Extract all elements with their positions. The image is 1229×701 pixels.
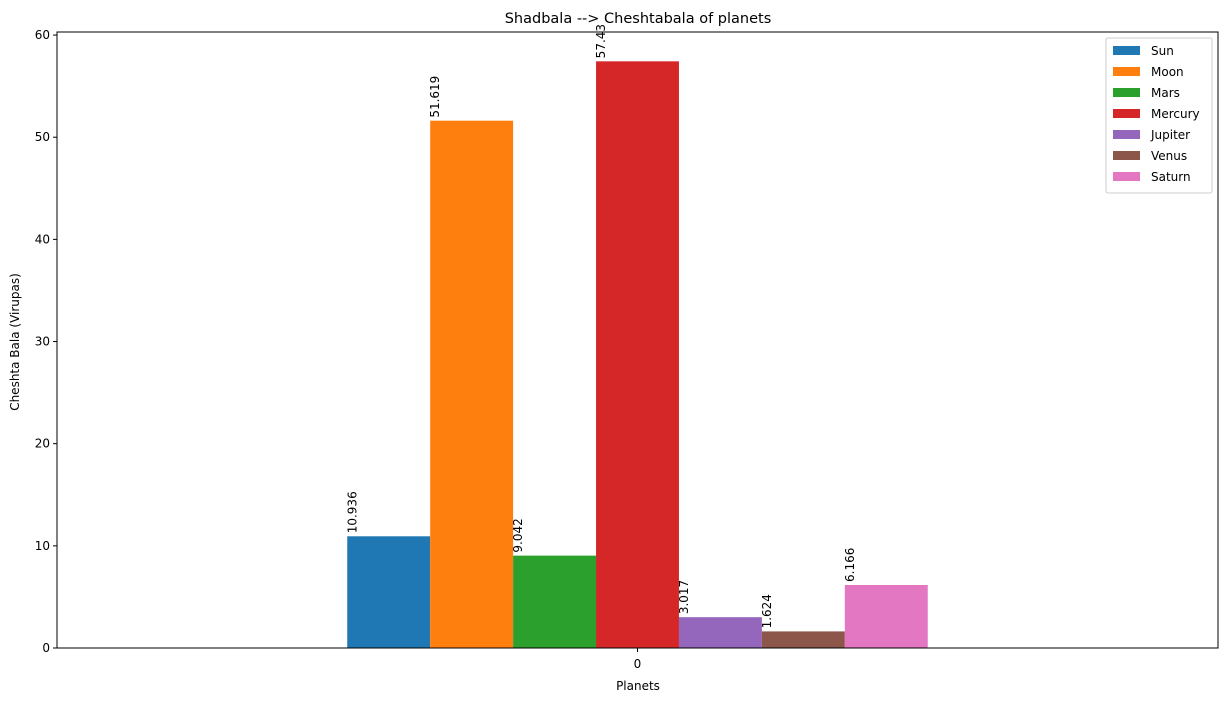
legend-swatch-moon <box>1113 67 1140 76</box>
bar-saturn <box>844 585 928 648</box>
bar-label-sun: 10.936 <box>345 491 359 533</box>
legend-label-jupiter: Jupiter <box>1150 128 1190 142</box>
legend-swatch-sun <box>1113 46 1140 55</box>
legend: Sun Moon Mars Mercury Jupiter Venus Saturn <box>1105 37 1213 194</box>
bar-mars <box>513 555 597 648</box>
y-tick-label: 20 <box>35 437 50 451</box>
y-tick-label: 30 <box>35 335 50 349</box>
legend-label-mars: Mars <box>1151 86 1180 100</box>
y-tick-label: 50 <box>35 130 50 144</box>
bar-label-mercury: 57.43 <box>594 24 608 58</box>
bar-label-mars: 9.042 <box>511 518 525 552</box>
x-axis-label: Planets <box>616 679 660 693</box>
bar-jupiter <box>678 617 762 648</box>
legend-swatch-mars <box>1113 88 1140 97</box>
legend-swatch-saturn <box>1113 172 1140 181</box>
bar-sun <box>347 536 431 648</box>
legend-swatch-venus <box>1113 151 1140 160</box>
axes-layer: 0 10 20 30 40 50 60 0 <box>35 28 1219 671</box>
bar-label-moon: 51.619 <box>428 76 442 118</box>
x-tick-label: 0 <box>634 657 642 671</box>
bar-label-venus: 1.624 <box>760 594 774 628</box>
bar-venus <box>761 631 845 648</box>
chart-title: Shadbala --> Cheshtabala of planets <box>505 11 772 27</box>
bars-layer <box>347 61 928 649</box>
bar-labels-layer: 10.936 51.619 9.042 57.43 3.017 1.624 6.166 <box>345 24 857 628</box>
y-tick-label: 60 <box>35 28 50 42</box>
y-tick-label: 40 <box>35 232 50 246</box>
legend-label-sun: Sun <box>1151 44 1174 58</box>
legend-label-venus: Venus <box>1151 149 1187 163</box>
legend-label-saturn: Saturn <box>1151 170 1191 184</box>
y-tick-label: 10 <box>35 539 50 553</box>
legend-label-moon: Moon <box>1151 65 1184 79</box>
legend-swatch-jupiter <box>1113 130 1140 139</box>
bar-mercury <box>596 61 679 649</box>
bar-label-saturn: 6.166 <box>843 548 857 582</box>
bar-moon <box>430 120 514 649</box>
bar-label-jupiter: 3.017 <box>677 580 691 614</box>
legend-label-mercury: Mercury <box>1151 107 1200 121</box>
y-axis-label: Cheshta Bala (Virupas) <box>8 273 22 411</box>
y-tick-label: 0 <box>42 641 50 655</box>
legend-swatch-mercury <box>1113 109 1140 118</box>
